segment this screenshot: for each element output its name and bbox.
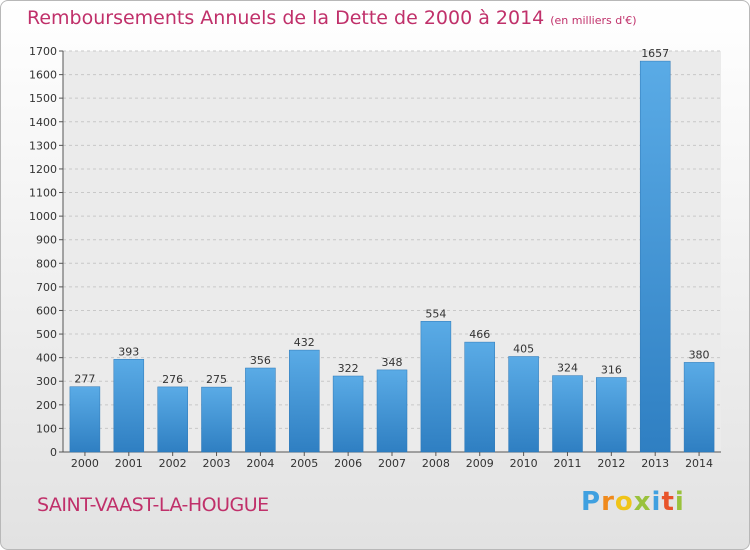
bar (289, 349, 320, 453)
x-tick-label: 2004 (246, 457, 274, 470)
bar (639, 60, 671, 453)
bar (245, 367, 276, 453)
y-tick-label: 1400 (29, 116, 57, 129)
y-tick-label: 1200 (29, 163, 57, 176)
y-tick-label: 1000 (29, 210, 57, 223)
bar-value-label: 1657 (641, 47, 669, 60)
chart-subtitle: (en milliers d'€) (550, 14, 637, 27)
x-tick-label: 2012 (597, 457, 625, 470)
x-tick-label: 2002 (159, 457, 187, 470)
bar (420, 321, 452, 453)
logo-letter: i (651, 487, 662, 517)
bar-value-label: 356 (250, 354, 271, 367)
bar-value-label: 276 (162, 373, 183, 386)
logo-letter: i (674, 487, 685, 517)
y-tick-label: 100 (36, 422, 57, 435)
y-tick-label: 200 (36, 399, 57, 412)
y-tick-label: 900 (36, 234, 57, 247)
bar (683, 362, 715, 453)
bar-value-label: 466 (469, 328, 490, 341)
bar (201, 386, 232, 453)
x-tick-label: 2011 (553, 457, 581, 470)
logo-letter: r (601, 487, 615, 517)
y-tick-label: 1300 (29, 139, 57, 152)
bar (464, 341, 495, 453)
bar (332, 375, 364, 453)
y-tick-label: 300 (36, 375, 57, 388)
bar-value-label: 277 (74, 373, 95, 386)
logo-letter: o (614, 487, 634, 517)
bar-value-label: 322 (338, 362, 359, 375)
y-tick-label: 1600 (29, 69, 57, 82)
y-tick-label: 1500 (29, 92, 57, 105)
x-tick-label: 2003 (203, 457, 231, 470)
y-tick-label: 800 (36, 257, 57, 270)
proxiti-logo: Proxiti (581, 487, 685, 517)
logo-letter: P (581, 487, 602, 517)
chart-title-main: Remboursements Annuels de la Dette de 20… (27, 7, 545, 29)
y-tick-label: 0 (50, 446, 57, 459)
y-tick-label: 1100 (29, 187, 57, 200)
bar-value-label: 348 (382, 356, 403, 369)
bar (376, 369, 408, 453)
bar (69, 386, 101, 453)
bar-value-label: 393 (118, 345, 139, 358)
y-tick-label: 700 (36, 281, 57, 294)
bar (157, 386, 188, 453)
x-tick-label: 2006 (334, 457, 362, 470)
x-tick-label: 2010 (510, 457, 538, 470)
y-tick-label: 1700 (29, 45, 57, 58)
commune-name: SAINT-VAAST-LA-HOUGUE (37, 494, 269, 516)
y-tick-label: 400 (36, 352, 57, 365)
y-tick-label: 600 (36, 304, 57, 317)
bar (552, 375, 583, 453)
bar-value-label: 405 (513, 342, 534, 355)
x-tick-label: 2009 (466, 457, 494, 470)
x-tick-label: 2013 (641, 457, 669, 470)
bar (596, 377, 627, 453)
x-tick-label: 2001 (115, 457, 143, 470)
bar (113, 359, 145, 453)
bar-value-label: 554 (425, 307, 446, 320)
x-tick-label: 2005 (290, 457, 318, 470)
bar-value-label: 316 (601, 363, 622, 376)
bar (508, 356, 539, 453)
x-tick-label: 2000 (71, 457, 99, 470)
logo-letter: t (661, 487, 675, 517)
logo-letter: x (633, 487, 652, 517)
x-tick-label: 2014 (685, 457, 713, 470)
bar-value-label: 380 (689, 348, 710, 361)
x-tick-label: 2008 (422, 457, 450, 470)
chart-title: Remboursements Annuels de la Dette de 20… (27, 7, 637, 29)
bar-value-label: 324 (557, 362, 578, 375)
bar-value-label: 432 (294, 336, 315, 349)
x-tick-label: 2007 (378, 457, 406, 470)
bar-value-label: 275 (206, 373, 227, 386)
y-tick-label: 500 (36, 328, 57, 341)
